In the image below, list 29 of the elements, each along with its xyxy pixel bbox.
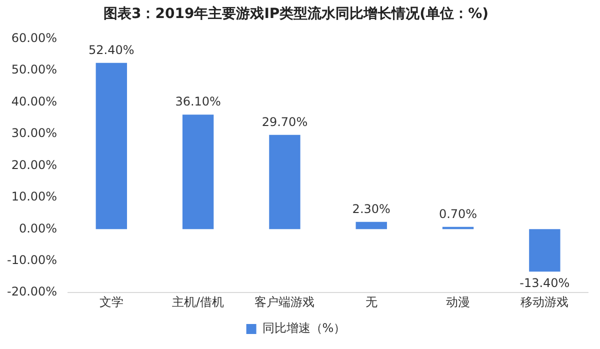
y-tick-label: 50.00% — [11, 62, 58, 77]
x-tick-label: 无 — [365, 294, 378, 309]
text: 0.70% — [438, 207, 478, 222]
text: -13.40% — [520, 276, 570, 290]
text: 2.30% — [352, 202, 390, 216]
bar — [182, 114, 214, 230]
y-tick-label: 40.00% — [11, 94, 58, 108]
x-tick-label: 移动游戏 — [520, 294, 569, 309]
y-tick-label: 60.00% — [11, 30, 58, 45]
bar — [269, 134, 300, 230]
text: 36.10% — [175, 94, 221, 109]
y-tick-label: 10.00% — [11, 190, 58, 204]
bar — [442, 226, 474, 230]
text: 29.70% — [262, 115, 308, 130]
y-tick-label: -10.00% — [6, 253, 58, 267]
y-tick-label: 0.00% — [18, 221, 58, 236]
y-tick-label: 20.00% — [11, 158, 58, 172]
y-tick-label: -20.00% — [6, 284, 58, 299]
chart-title: 图表3：2019年主要游戏IP类型流水同比增长情况(单位：%) — [104, 5, 488, 22]
legend-label: 同比增速（%） — [262, 321, 346, 336]
bar — [529, 229, 560, 272]
bar — [356, 222, 387, 230]
bar — [96, 62, 128, 230]
x-tick-label: 动漫 — [446, 294, 470, 309]
x-tick-label: 主机/借机 — [172, 294, 224, 309]
y-tick-label: 30.00% — [11, 126, 58, 140]
text: 52.40% — [88, 43, 134, 58]
x-tick-label: 文学 — [99, 294, 124, 309]
x-tick-label: 客户端游戏 — [254, 294, 315, 309]
